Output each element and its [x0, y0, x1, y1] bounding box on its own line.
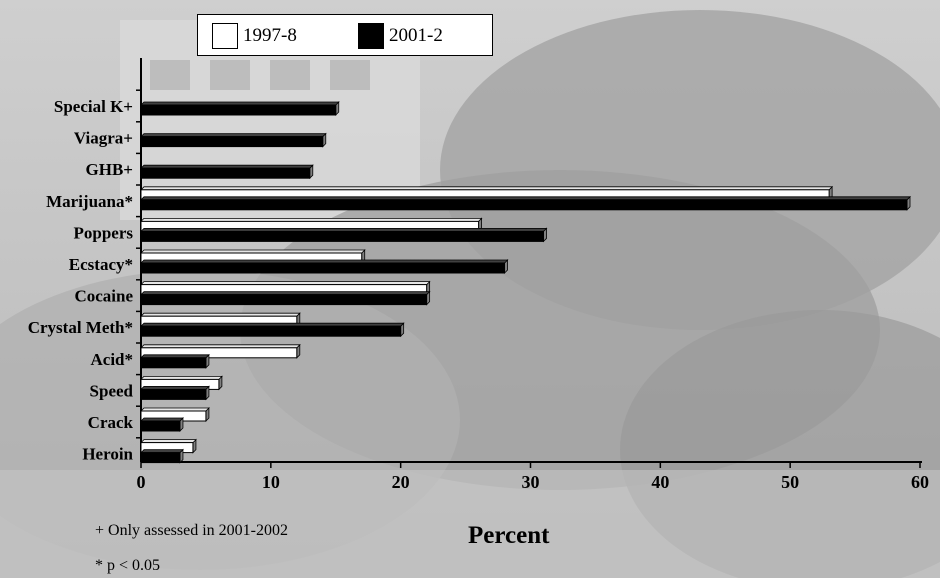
x-tick-label: 10 — [262, 472, 280, 492]
y-tick-label: Special K+ — [54, 97, 133, 116]
x-tick-label: 20 — [392, 472, 410, 492]
y-tick-label: Acid* — [91, 350, 134, 369]
y-tick-label: GHB+ — [86, 160, 133, 179]
bar-2001 — [140, 262, 506, 274]
bar-2001 — [140, 294, 428, 306]
x-axis-title: Percent — [468, 522, 550, 549]
legend-label-1997: 1997-8 — [243, 25, 297, 46]
y-tick-label: Ecstacy* — [69, 255, 133, 274]
y-tick-label: Poppers — [74, 223, 134, 242]
bar-2001 — [140, 357, 207, 369]
y-tick-label: Viagra+ — [74, 129, 133, 148]
y-tick-label: Speed — [90, 381, 134, 400]
x-tick-label: 30 — [522, 472, 540, 492]
legend-item-2001: 2001-2 — [358, 22, 443, 50]
bar-2001 — [140, 136, 324, 148]
footnote-assessed: + Only assessed in 2001-2002 — [95, 522, 289, 539]
bar-2001 — [140, 388, 207, 400]
bar-2001 — [140, 452, 181, 464]
y-tick-label: Crystal Meth* — [28, 318, 133, 337]
bar-2001 — [140, 167, 311, 179]
footnote-significance: * p < 0.05 — [95, 557, 161, 574]
bar-2001 — [140, 420, 181, 432]
legend-swatch-2001 — [358, 23, 384, 49]
x-tick-label: 50 — [781, 472, 799, 492]
y-tick-label: Heroin — [82, 445, 133, 464]
bar-1997 — [140, 347, 298, 359]
bar-2001 — [140, 230, 544, 242]
legend-label-2001: 2001-2 — [389, 25, 443, 46]
y-tick-label: Cocaine — [74, 287, 133, 306]
y-tick-label: Crack — [88, 413, 134, 432]
y-tick-label: Marijuana* — [46, 192, 133, 211]
x-tick-label: 0 — [137, 472, 146, 492]
x-tick-label: 40 — [651, 472, 669, 492]
bar-2001 — [140, 104, 337, 116]
bar-2001 — [140, 199, 908, 211]
legend: 1997-8 2001-2 — [197, 14, 493, 56]
legend-swatch-1997 — [212, 23, 238, 49]
legend-item-1997: 1997-8 — [212, 22, 297, 50]
bar-2001 — [140, 325, 402, 337]
x-tick-label: 60 — [911, 472, 929, 492]
